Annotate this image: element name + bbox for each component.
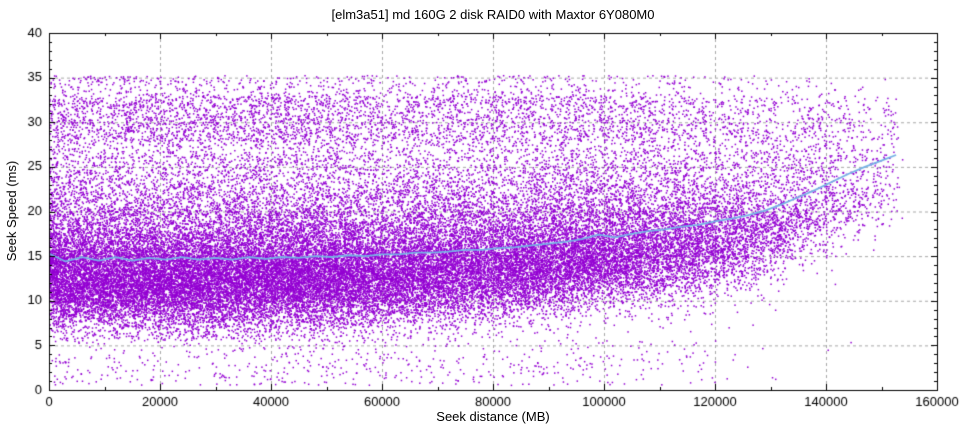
y-axis-label: Seek Speed (ms) [4,160,19,262]
chart-title: [elm3a51] md 160G 2 disk RAID0 with Maxt… [331,7,655,22]
x-axis-label: Seek distance (MB) [436,409,550,424]
